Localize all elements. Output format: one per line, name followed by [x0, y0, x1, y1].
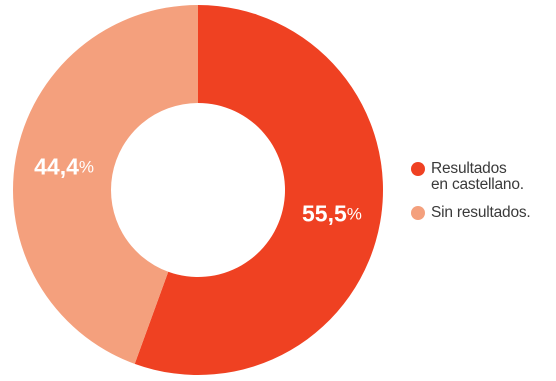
- donut-slice-0: [134, 5, 383, 375]
- donut-slice-1: [12, 5, 198, 364]
- slice-label-unit-0: %: [347, 204, 362, 223]
- slice-label-value-1: 44,4: [34, 153, 79, 179]
- donut-slices: [12, 5, 383, 375]
- legend-label-resultados-castellano: Resultados en castellano.: [431, 160, 524, 193]
- legend-label-sin-resultados: Sin resultados.: [431, 204, 531, 221]
- slice-label-1: 44,4%: [34, 153, 94, 179]
- slice-labels: 55,5%44,4%: [34, 153, 362, 226]
- legend: Resultados en castellano. Sin resultados…: [411, 161, 556, 233]
- legend-swatch-resultados-castellano: [411, 162, 425, 176]
- slice-label-value-0: 55,5: [302, 201, 347, 227]
- legend-swatch-sin-resultados: [411, 206, 425, 220]
- slice-label-unit-1: %: [79, 157, 94, 176]
- legend-item-resultados-castellano: Resultados en castellano.: [411, 161, 556, 193]
- slice-label-0: 55,5%: [302, 201, 362, 227]
- legend-item-sin-resultados: Sin resultados.: [411, 205, 556, 221]
